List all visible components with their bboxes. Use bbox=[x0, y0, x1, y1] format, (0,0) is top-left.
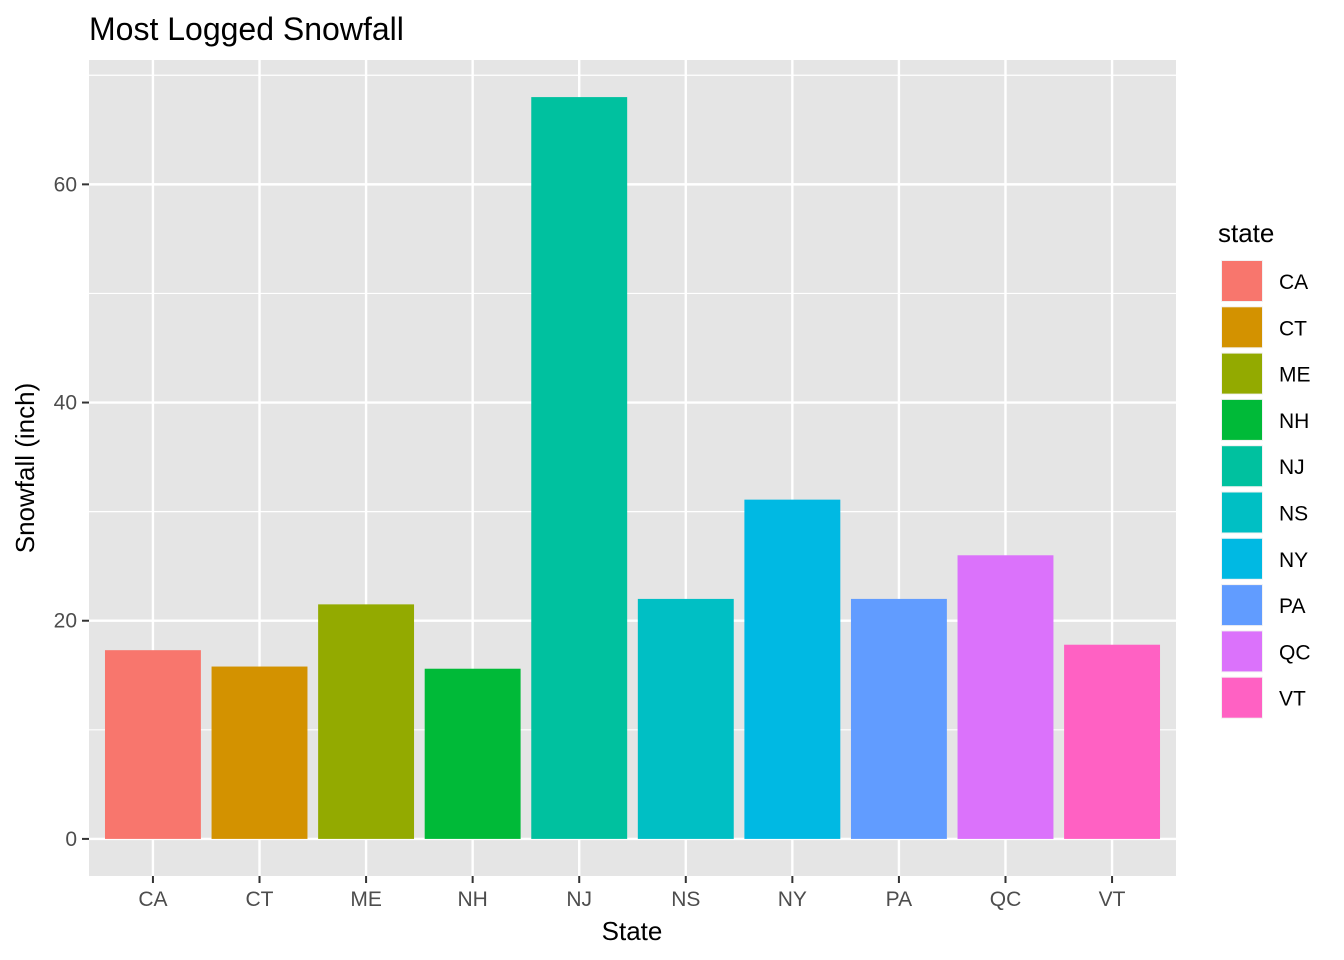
legend-label-ca: CA bbox=[1279, 271, 1308, 294]
legend-key-nj bbox=[1222, 446, 1262, 487]
x-tick-label: NY bbox=[778, 888, 807, 911]
x-tick-label: ME bbox=[350, 888, 382, 911]
y-tick-label: 0 bbox=[65, 828, 77, 851]
legend-key-ct bbox=[1222, 307, 1262, 348]
legend-items: CA CT ME NH NJ NS NY PA QC VT bbox=[1221, 260, 1311, 719]
bar-vt bbox=[1064, 644, 1161, 839]
x-tick-label: PA bbox=[886, 888, 912, 911]
x-tick-label: NS bbox=[671, 888, 700, 911]
bar-ca bbox=[104, 650, 201, 839]
legend-label-qc: QC bbox=[1279, 641, 1311, 664]
x-tick-label: CA bbox=[138, 888, 167, 911]
legend-key-pa bbox=[1222, 585, 1262, 626]
y-tick-label: 40 bbox=[54, 392, 77, 415]
legend-key-me bbox=[1222, 353, 1262, 394]
y-tick-label: 60 bbox=[54, 173, 77, 196]
legend-label-ny: NY bbox=[1279, 549, 1308, 572]
bar-ct bbox=[211, 666, 308, 839]
legend-key-qc bbox=[1222, 631, 1262, 672]
legend: state CA CT ME NH NJ NS NY PA QC VT bbox=[1218, 218, 1311, 719]
y-tick-label: 20 bbox=[54, 610, 77, 633]
bar-nj bbox=[531, 97, 628, 839]
bar-ny bbox=[744, 499, 841, 839]
legend-label-nh: NH bbox=[1279, 410, 1309, 433]
x-tick-label: VT bbox=[1099, 888, 1126, 911]
bar-nh bbox=[424, 668, 521, 839]
legend-label-nj: NJ bbox=[1279, 456, 1305, 479]
legend-label-pa: PA bbox=[1279, 595, 1305, 618]
x-tick-label: CT bbox=[246, 888, 274, 911]
legend-key-ny bbox=[1222, 538, 1262, 579]
legend-label-me: ME bbox=[1279, 364, 1311, 387]
bar-qc bbox=[957, 555, 1054, 839]
legend-label-vt: VT bbox=[1279, 688, 1306, 711]
legend-key-ns bbox=[1222, 492, 1262, 533]
y-axis-title: Snowfall (inch) bbox=[10, 383, 40, 554]
x-tick-label: QC bbox=[990, 888, 1022, 911]
x-axis: CA CT ME NH NJ NS NY PA QC VT bbox=[138, 876, 1126, 911]
bars bbox=[104, 97, 1161, 839]
legend-label-ns: NS bbox=[1279, 503, 1308, 526]
x-tick-label: NJ bbox=[566, 888, 592, 911]
x-tick-label: NH bbox=[457, 888, 487, 911]
legend-key-vt bbox=[1222, 677, 1262, 718]
legend-key-nh bbox=[1222, 399, 1262, 440]
legend-label-ct: CT bbox=[1279, 317, 1307, 340]
bar-pa bbox=[850, 598, 947, 839]
bar-me bbox=[318, 604, 415, 839]
y-axis: 0 20 40 60 bbox=[54, 173, 89, 851]
legend-key-ca bbox=[1222, 261, 1262, 301]
chart-title: Most Logged Snowfall bbox=[89, 11, 404, 47]
bar-ns bbox=[637, 598, 734, 839]
legend-title: state bbox=[1218, 218, 1274, 248]
x-axis-title: State bbox=[602, 916, 663, 946]
